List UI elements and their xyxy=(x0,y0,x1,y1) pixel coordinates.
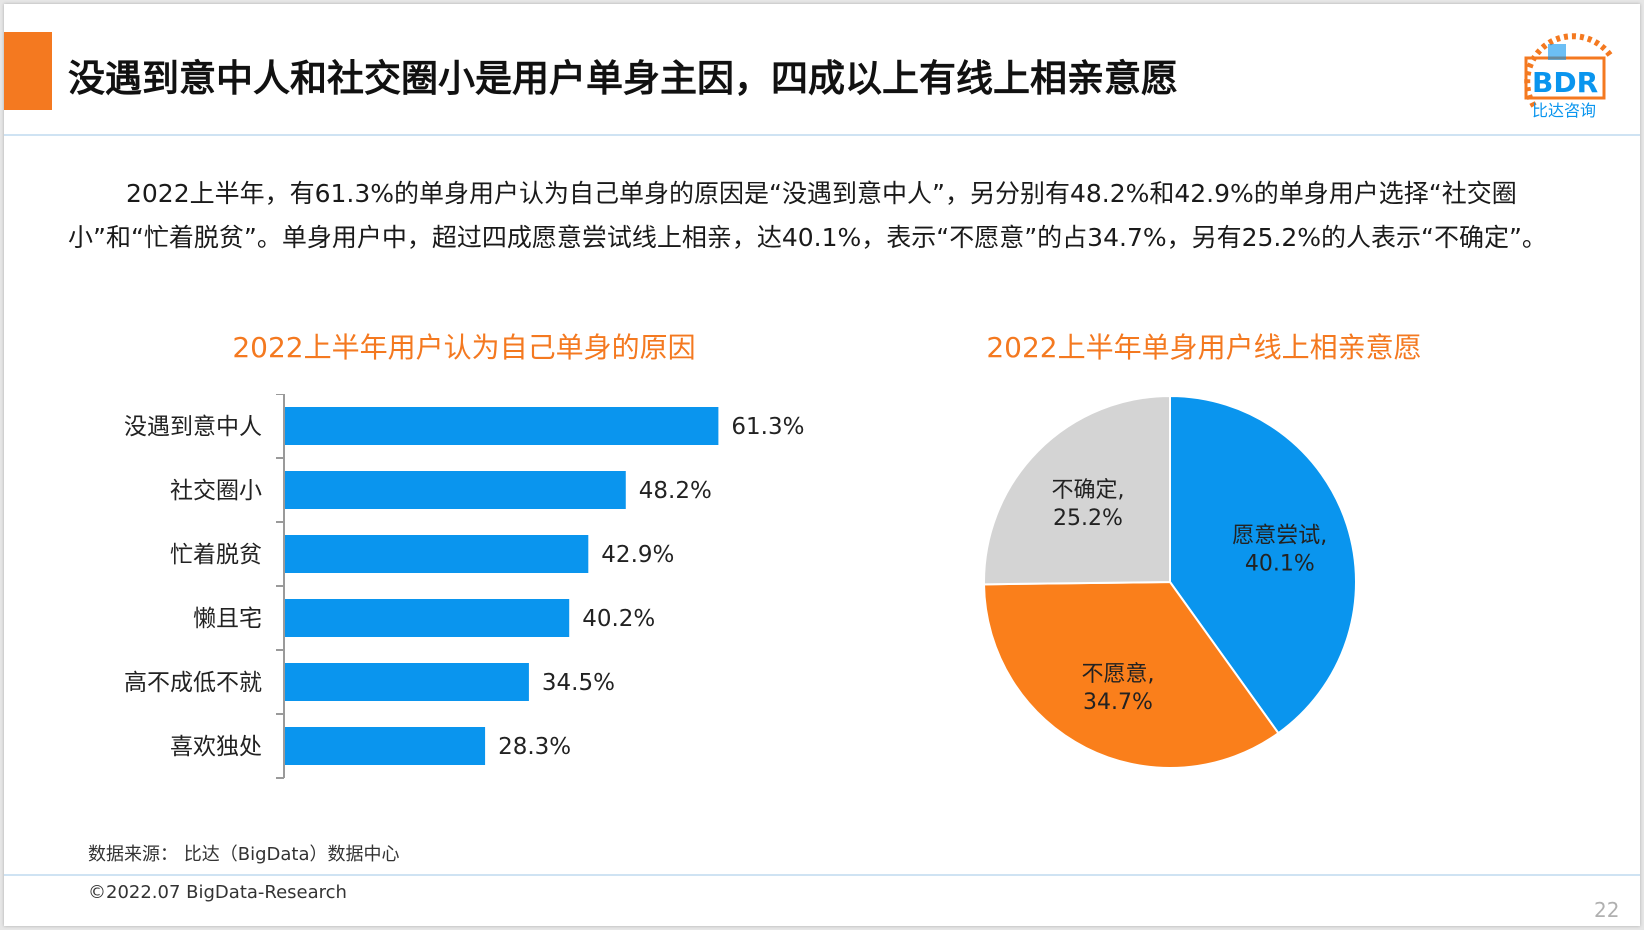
slice-label: 不确定, xyxy=(1051,478,1124,503)
footer-divider xyxy=(4,874,1640,876)
slice-value-label: 34.7% xyxy=(1083,690,1153,715)
category-label: 高不成低不就 xyxy=(124,670,262,696)
slice-label: 愿意尝试, xyxy=(1232,524,1327,549)
pie-chart: 愿意尝试, 40.1% 不愿意, 34.7% 不确定, 25.2% xyxy=(984,394,1357,769)
bar xyxy=(285,407,719,445)
category-label: 喜欢独处 xyxy=(170,734,262,760)
slide: 没遇到意中人和社交圈小是用户单身主因，四成以上有线上相亲意愿 BDR 比达咨询 … xyxy=(4,4,1640,926)
category-label: 社交圈小 xyxy=(170,478,262,504)
title-accent-bar xyxy=(4,32,52,110)
pie-slice xyxy=(984,580,1280,769)
value-label: 28.3% xyxy=(498,734,571,760)
logo-text: BDR xyxy=(1532,66,1598,99)
category-label: 没遇到意中人 xyxy=(124,414,262,440)
logo-subtext: 比达咨询 xyxy=(1532,101,1596,120)
value-label: 42.9% xyxy=(601,542,674,568)
slice-value-label: 25.2% xyxy=(1053,506,1123,531)
copyright: ©2022.07 BigData-Research xyxy=(88,882,347,903)
bar xyxy=(285,663,529,701)
bar xyxy=(285,727,486,765)
page-title: 没遇到意中人和社交圈小是用户单身主因，四成以上有线上相亲意愿 xyxy=(68,57,1178,100)
page-number: 22 xyxy=(1594,898,1620,922)
bdr-logo: BDR 比达咨询 xyxy=(1524,33,1615,120)
pie-slice xyxy=(1169,394,1357,735)
pie-chart-title: 2022上半年单身用户线上相亲意愿 xyxy=(986,331,1422,364)
bar xyxy=(285,471,626,509)
value-label: 48.2% xyxy=(639,478,712,504)
value-label: 34.5% xyxy=(542,670,615,696)
bar-chart-title: 2022上半年用户认为自己单身的原因 xyxy=(232,331,696,364)
logo-arc xyxy=(1524,33,1615,108)
value-label: 61.3% xyxy=(731,414,804,440)
bar xyxy=(285,599,570,637)
header-divider xyxy=(4,134,1640,136)
slice-label: 不愿意, xyxy=(1081,662,1154,687)
logo-box-fill xyxy=(1548,44,1566,60)
pie-slice xyxy=(984,394,1171,586)
category-label: 懒且宅 xyxy=(193,606,262,632)
intro-paragraph: 2022上半年，有61.3%的单身用户认为自己单身的原因是“没遇到意中人”，另分… xyxy=(68,179,1547,252)
data-source: 数据来源： 比达（BigData）数据中心 xyxy=(88,844,400,865)
value-label: 40.2% xyxy=(582,606,655,632)
slice-value-label: 40.1% xyxy=(1245,552,1315,577)
bar-chart: 没遇到意中人 61.3% 社交圈小 48.2% 忙着脱贫 42.9% 懒且宅 40.2% 高不成… xyxy=(124,394,804,779)
category-label: 忙着脱贫 xyxy=(170,542,262,568)
bar xyxy=(285,535,589,573)
